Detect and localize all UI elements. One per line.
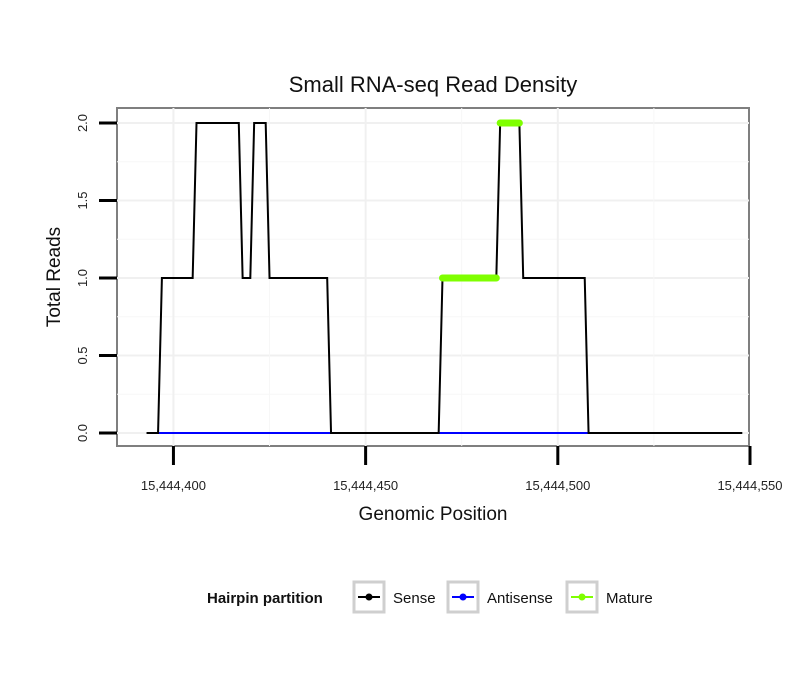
legend: Hairpin partition Sense Antisense Mature <box>207 580 653 614</box>
x-tick-label: 15,444,500 <box>525 478 590 493</box>
y-tick-label: 1.0 <box>75 269 90 287</box>
y-axis-title: Total Reads <box>44 227 65 327</box>
legend-label-mature: Mature <box>606 590 653 607</box>
legend-key-antisense-dot <box>459 593 467 601</box>
x-tick-label: 15,444,450 <box>333 478 398 493</box>
y-axis: 0.0 0.5 1.0 1.5 2.0 <box>75 114 117 442</box>
series-sense-line <box>146 122 743 434</box>
x-axis: 15,444,400 15,444,450 15,444,500 15,444,550 <box>141 446 783 493</box>
series-layer <box>146 119 743 434</box>
legend-label-sense: Sense <box>393 590 436 607</box>
x-tick-label: 15,444,550 <box>717 478 782 493</box>
chart-title: Small RNA-seq Read Density <box>289 72 578 97</box>
legend-key-mature-dot <box>578 593 586 601</box>
legend-title: Hairpin partition <box>207 590 323 607</box>
y-tick-label: 0.5 <box>75 346 90 364</box>
y-tick-label: 2.0 <box>75 114 90 132</box>
x-axis-title: Genomic Position <box>359 504 508 525</box>
x-tick-label: 15,444,400 <box>141 478 206 493</box>
legend-key-sense-dot <box>365 593 373 601</box>
y-tick-label: 0.0 <box>75 424 90 442</box>
legend-label-antisense: Antisense <box>487 590 553 607</box>
y-tick-label: 1.5 <box>75 191 90 209</box>
